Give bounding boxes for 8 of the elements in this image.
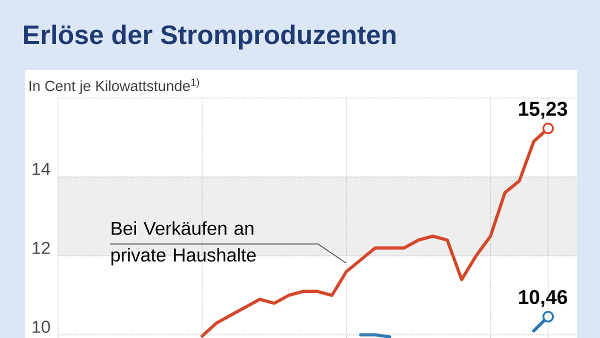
y-axis-title: In Cent je Kilowattstunde$^{1)}$	[30, 78, 200, 94]
annotation: Bei Verkäufen an private Haushalte	[111, 221, 256, 266]
y-tick-label: 10	[32, 320, 50, 333]
data-label: 10,46	[519, 290, 568, 308]
y-tick-label: 14	[32, 162, 50, 175]
data-label: 15,23	[519, 102, 568, 119]
chart-title: Erlöse der Stromproduzenten	[24, 24, 396, 50]
y-tick-label: 12	[32, 242, 50, 254]
